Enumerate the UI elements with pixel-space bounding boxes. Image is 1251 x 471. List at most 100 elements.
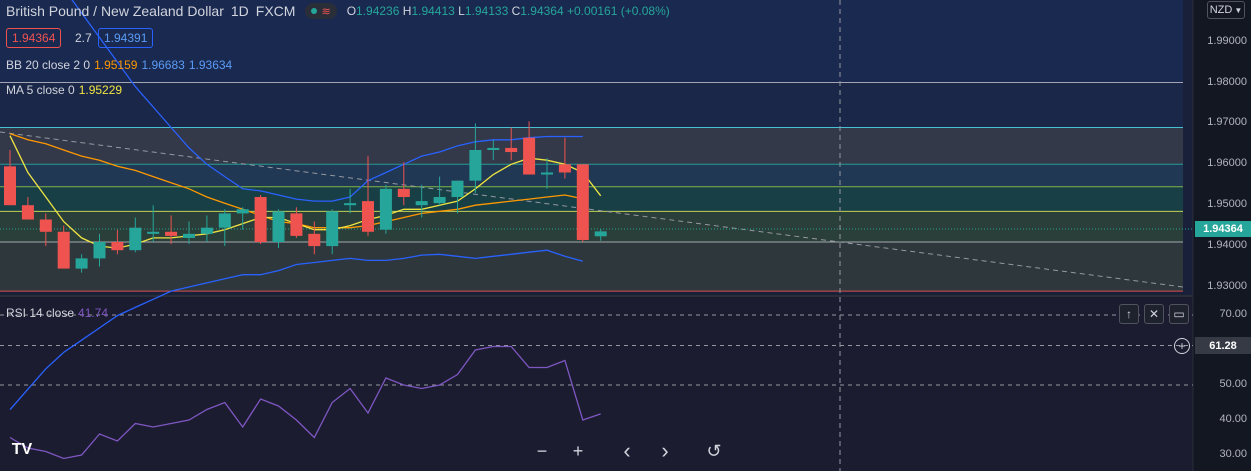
- candle-body: [397, 188, 410, 198]
- candle: [290, 207, 303, 238]
- symbol-legend: British Pound / New Zealand Dollar 1D FX…: [6, 3, 670, 19]
- grid-lines: [0, 314, 1193, 386]
- ohlc-values: O1.94236 H1.94413 L1.94133 C1.94364 +0.0…: [346, 4, 670, 18]
- scroll-left-button[interactable]: ‹: [616, 438, 638, 463]
- candle: [183, 221, 195, 245]
- candle: [147, 205, 160, 243]
- candle-body: [236, 209, 249, 214]
- rsi-label: RSI 14 close: [6, 306, 75, 320]
- fib-zone: [0, 127, 1183, 165]
- ma-legend[interactable]: MA 5 close 0 1.95229: [6, 83, 122, 97]
- bb-upper-line: [71, 0, 583, 202]
- market-open-dot-icon: [311, 8, 318, 14]
- source-label: FXCM: [255, 3, 296, 19]
- candle: [344, 188, 357, 214]
- candle-body: [469, 149, 482, 181]
- price-tick-label: 1.93000: [1207, 280, 1247, 292]
- price-tick-label: 1.96000: [1207, 157, 1247, 170]
- candle: [93, 233, 106, 267]
- reset-chart-button[interactable]: ↺: [703, 440, 725, 462]
- tradingview-logo[interactable]: TV: [6, 438, 38, 462]
- candle-body: [379, 188, 392, 230]
- rsi-tick-label: 50.00: [1219, 378, 1247, 390]
- candle-body: [75, 258, 88, 269]
- candle: [362, 156, 374, 236]
- candle: [4, 149, 16, 206]
- rsi-pane: [9, 345, 601, 460]
- symbol-name[interactable]: British Pound / New Zealand Dollar: [6, 3, 224, 19]
- change-value: +0.00161 (+0.08%): [567, 4, 670, 18]
- open-value: 1.94236: [356, 4, 400, 18]
- candle: [57, 225, 70, 269]
- market-status-pill[interactable]: ≋: [305, 3, 337, 19]
- low-value: 1.94133: [464, 4, 509, 18]
- candle: [594, 229, 607, 241]
- candle: [541, 158, 553, 189]
- arrow-up-icon: ↑: [1126, 307, 1132, 321]
- candle-body: [362, 201, 374, 232]
- fib-zone: [0, 211, 1183, 243]
- candle: [39, 213, 52, 247]
- bb-upper-value: 1.96683: [141, 58, 185, 72]
- pane-close-button[interactable]: ✕: [1144, 304, 1164, 324]
- rsi-legend[interactable]: RSI 14 close 41.74: [6, 306, 108, 320]
- candle-body: [254, 197, 267, 243]
- candle-body: [576, 164, 589, 240]
- candle: [236, 207, 249, 230]
- candle: [451, 180, 464, 214]
- add-alert-plus-icon[interactable]: +: [1174, 338, 1190, 354]
- currency-selector[interactable]: NZD ▼: [1207, 1, 1245, 19]
- bb-label: BB 20 close 2 0: [6, 58, 91, 72]
- candle: [218, 209, 231, 247]
- candle-body: [147, 231, 160, 234]
- minus-icon: −: [536, 440, 548, 461]
- candle-body: [451, 180, 464, 198]
- rsi-value: 41.74: [78, 306, 109, 320]
- candle: [308, 221, 321, 255]
- trend-line[interactable]: [0, 131, 1193, 288]
- spread-label: 2.7: [75, 31, 92, 45]
- logo-text: TV: [11, 441, 33, 458]
- scroll-right-button[interactable]: ›: [654, 438, 676, 463]
- ma-value: 1.95229: [78, 83, 123, 97]
- ma-label: MA 5 close 0: [6, 83, 75, 97]
- candle-body: [39, 219, 52, 232]
- pane-maximize-button[interactable]: ▭: [1169, 304, 1189, 324]
- chevron-down-icon: ▼: [1234, 5, 1243, 15]
- interval-label[interactable]: 1D: [230, 3, 249, 19]
- maximize-icon: ▭: [1173, 307, 1185, 321]
- bb-legend[interactable]: BB 20 close 2 0 1.95159 1.96683 1.93634: [6, 58, 232, 72]
- candle-body: [505, 147, 518, 153]
- close-icon: ✕: [1148, 307, 1160, 321]
- candle-body: [57, 231, 70, 269]
- candle: [111, 229, 124, 255]
- pane-up-button[interactable]: ↑: [1119, 304, 1139, 324]
- candle: [254, 194, 267, 245]
- candle-body: [433, 197, 446, 204]
- zoom-out-button[interactable]: −: [531, 440, 553, 462]
- buy-button[interactable]: 1.94391: [98, 28, 154, 48]
- candlesticks: [4, 121, 607, 273]
- bb-basis-value: 1.95159: [94, 58, 138, 72]
- candle: [487, 139, 500, 161]
- candle-body: [308, 233, 321, 247]
- candle-body: [4, 166, 16, 206]
- rsi-tick-label: 30.00: [1219, 448, 1247, 460]
- fib-retracement: [0, 0, 1183, 292]
- candle-body: [129, 227, 142, 251]
- candle: [505, 127, 518, 161]
- rsi-pane-bg: [0, 297, 1193, 471]
- bb-lower-line: [9, 249, 583, 411]
- candle-body: [326, 211, 339, 247]
- high-value: 1.94413: [411, 4, 455, 18]
- rsi-tick-label: 40.00: [1219, 413, 1247, 425]
- fib-zone: [0, 164, 1183, 187]
- zoom-in-button[interactable]: +: [567, 440, 589, 462]
- candle-body: [165, 231, 178, 236]
- sell-button[interactable]: 1.94364: [6, 28, 62, 48]
- candle-body: [523, 137, 536, 175]
- candle: [433, 176, 446, 206]
- candle: [326, 209, 339, 255]
- candle: [200, 215, 213, 243]
